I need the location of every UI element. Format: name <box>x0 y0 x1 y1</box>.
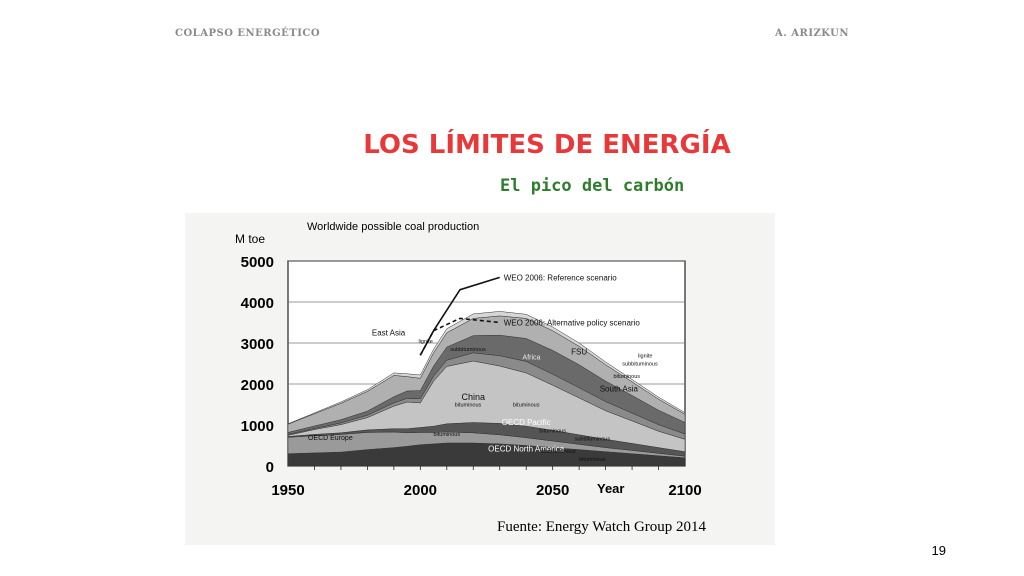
y-tick-label-2000: 2000 <box>241 377 274 394</box>
coal-type-label: bituminous <box>613 374 640 380</box>
coal-type-label: subbituminous <box>450 347 486 353</box>
coal-type-label: lignite <box>418 339 432 345</box>
area-east-asia <box>287 311 686 425</box>
series-label-fsu: FSU <box>571 347 587 356</box>
y-tick-label-5000: 5000 <box>241 254 274 271</box>
slide-subtitle: El pico del carbón <box>500 176 685 196</box>
y-tick-label-3000: 3000 <box>241 336 274 353</box>
y-tick-label-0: 0 <box>266 459 274 476</box>
scenario-label-1: WEO 2006: Reference scenario <box>504 273 617 282</box>
series-label-oecd-pacific: OECD Pacific <box>502 418 551 427</box>
coal-type-label: subbituminous <box>622 362 658 368</box>
tick-layer: 0 1000 2000 3000 4000 5000 1950 2000 2050 2100 <box>241 254 702 499</box>
series-label-china: China <box>462 392 486 402</box>
x-tick-label-2050: 2050 <box>536 482 569 499</box>
page-number: 19 <box>931 543 946 558</box>
coal-type-label: bituminous <box>539 428 566 434</box>
coal-type-label: bituminous <box>513 403 540 409</box>
series-label-oecd-europe: OECD Europe <box>308 435 353 442</box>
scenario-line-1 <box>419 276 500 356</box>
coal-type-label: subbituminous <box>575 437 611 443</box>
x-tick-label-1950: 1950 <box>271 482 304 499</box>
scenario-label-2: WEO 2006: Alternative policy scenario <box>504 319 641 328</box>
series-label-south-asia: South Asia <box>600 384 639 393</box>
series-label-oecd-north-america: OECD North America <box>488 445 565 454</box>
series-label-east-asia: East Asia <box>372 329 406 338</box>
chart-title: Worldwide possible coal production <box>307 221 479 233</box>
y-tick-label-1000: 1000 <box>241 418 274 435</box>
coal-type-label: bituminous <box>433 432 460 438</box>
scenario-line-2 <box>419 317 500 356</box>
coal-type-label: bituminous <box>579 457 606 463</box>
coal-type-label: lignite <box>638 353 652 359</box>
x-axis-label: Year <box>597 481 624 496</box>
y-tick-label-4000: 4000 <box>241 295 274 312</box>
source-note: Fuente: Energy Watch Group 2014 <box>497 519 707 535</box>
x-tick-label-2100: 2100 <box>668 482 701 499</box>
coal-type-label: subbituminous <box>540 449 576 455</box>
header-right: A. ARIZKUN <box>775 28 849 39</box>
coal-type-label: bituminous <box>455 403 482 409</box>
area-layer <box>287 311 686 467</box>
label-layer: OECD North America OECD Europe OECD Pacifi… <box>308 329 658 463</box>
header-left: COLAPSO ENERGÉTICO <box>175 28 321 39</box>
series-label-africa: Africa <box>523 354 541 361</box>
x-tick-label-2000: 2000 <box>404 482 437 499</box>
scenario-layer: WEO 2006: Reference scenario WEO 2006: Al… <box>419 273 641 356</box>
slide-title: LOS LÍMITES DE ENERGÍA <box>363 130 731 160</box>
y-axis-label: M toe <box>235 232 265 246</box>
coal-production-chart: WEO 2006: Reference scenario WEO 2006: Al… <box>235 221 707 535</box>
